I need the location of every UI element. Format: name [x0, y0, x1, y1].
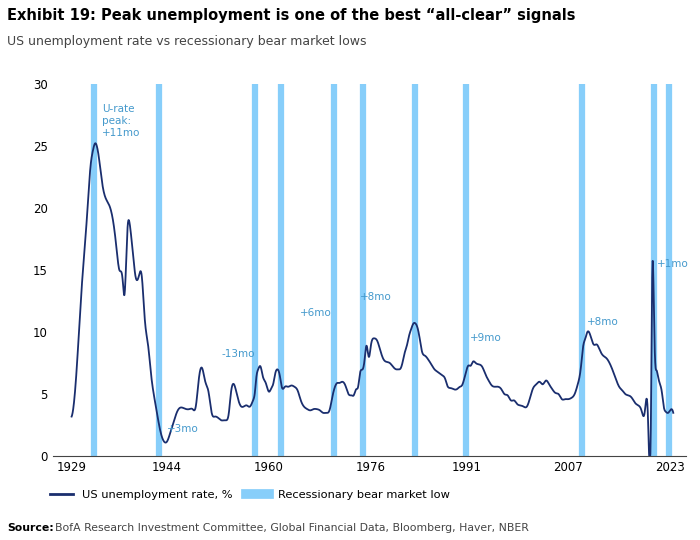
Text: +6mo: +6mo: [300, 308, 331, 319]
Text: +1mo: +1mo: [657, 259, 689, 269]
Text: +9mo: +9mo: [470, 333, 501, 343]
Text: BofA Research Investment Committee, Global Financial Data, Bloomberg, Haver, NBE: BofA Research Investment Committee, Glob…: [48, 523, 528, 533]
Text: US unemployment rate vs recessionary bear market lows: US unemployment rate vs recessionary bea…: [7, 35, 367, 48]
Text: Exhibit 19: Peak unemployment is one of the best “all-clear” signals: Exhibit 19: Peak unemployment is one of …: [7, 8, 575, 23]
Text: +3mo: +3mo: [167, 424, 199, 434]
Text: +8mo: +8mo: [360, 292, 392, 302]
Text: Source:: Source:: [7, 523, 54, 533]
Text: -13mo: -13mo: [221, 349, 255, 360]
Text: +8mo: +8mo: [587, 317, 619, 327]
Legend: US unemployment rate, %, Recessionary bear market low: US unemployment rate, %, Recessionary be…: [46, 485, 454, 505]
Text: U-rate
peak:
+11mo: U-rate peak: +11mo: [102, 104, 141, 138]
